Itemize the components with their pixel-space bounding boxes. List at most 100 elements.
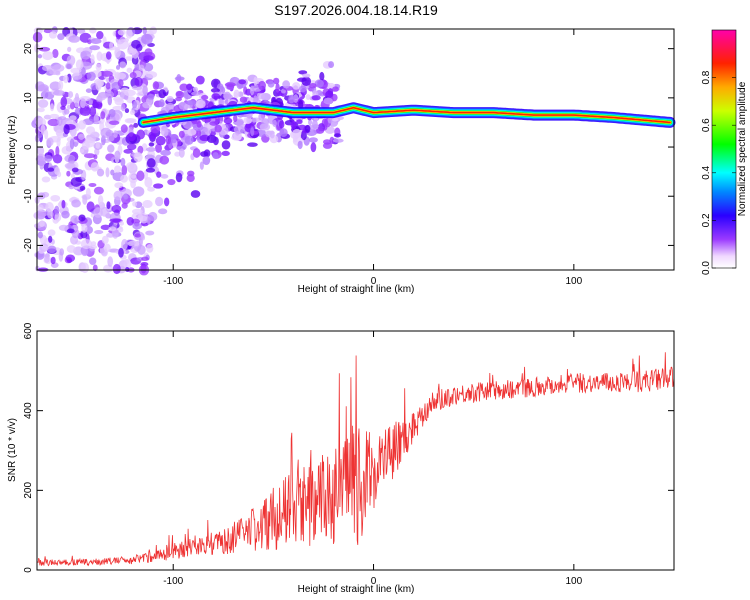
noise-blob xyxy=(86,71,96,81)
noise-blob xyxy=(40,124,46,136)
y-tick-label: -10 xyxy=(23,189,34,204)
noise-blob xyxy=(315,128,325,134)
noise-blob xyxy=(259,123,271,131)
noise-blob xyxy=(60,96,68,108)
noise-blob xyxy=(298,70,308,75)
y-tick-label: 400 xyxy=(23,402,34,419)
noise-blob xyxy=(66,63,72,69)
noise-blob xyxy=(292,82,301,90)
noise-blob xyxy=(311,95,321,101)
noise-blob xyxy=(41,176,51,183)
noise-blob xyxy=(278,120,285,129)
noise-blob xyxy=(123,94,129,101)
noise-blob xyxy=(49,113,60,119)
noise-blob xyxy=(114,150,121,162)
noise-blob xyxy=(138,64,145,71)
noise-blob xyxy=(97,195,104,206)
noise-blob xyxy=(145,147,157,152)
y-tick-label: 200 xyxy=(23,482,34,499)
noise-blob xyxy=(44,154,53,162)
noise-blob xyxy=(81,140,90,150)
noise-blob xyxy=(54,205,60,215)
noise-blob xyxy=(164,197,170,207)
noise-blob xyxy=(171,138,177,144)
noise-blob xyxy=(243,116,253,125)
noise-blob xyxy=(105,129,114,137)
noise-blob xyxy=(142,200,153,209)
noise-blob xyxy=(275,83,280,93)
ridge-layer xyxy=(142,106,671,124)
noise-blob xyxy=(147,186,155,192)
noise-blob xyxy=(234,118,244,127)
noise-blob xyxy=(42,64,54,72)
noise-blob xyxy=(150,125,161,134)
noise-blob xyxy=(37,99,49,108)
noise-blob xyxy=(59,248,65,256)
noise-blob xyxy=(47,167,55,172)
noise-blob xyxy=(43,28,53,34)
colorbar-tick-label: 0.8 xyxy=(701,70,712,84)
noise-blob xyxy=(214,124,222,133)
noise-blob xyxy=(110,169,115,176)
noise-blob xyxy=(137,244,146,255)
noise-blob xyxy=(223,117,233,124)
noise-blob xyxy=(88,99,93,106)
colorbar-tick-label: 0.0 xyxy=(701,261,712,275)
noise-blob xyxy=(307,119,313,126)
noise-blob xyxy=(233,125,245,134)
noise-blob xyxy=(90,54,95,64)
noise-blob xyxy=(153,183,164,189)
noise-blob xyxy=(137,145,144,155)
noise-blob xyxy=(96,30,104,40)
noise-blob xyxy=(131,39,141,49)
noise-blob xyxy=(112,105,124,111)
noise-blob xyxy=(305,94,311,101)
noise-blob xyxy=(121,164,128,176)
spectrogram-y-axis-label: Frequency (Hz) xyxy=(7,116,18,185)
x-tick-label: -100 xyxy=(163,576,183,587)
noise-blob xyxy=(247,142,258,147)
noise-blob xyxy=(322,139,332,145)
noise-blob xyxy=(146,158,156,168)
noise-blob xyxy=(68,35,81,43)
noise-blob xyxy=(210,88,221,93)
noise-blob xyxy=(192,86,198,92)
noise-blob xyxy=(272,119,277,127)
noise-blob xyxy=(49,81,62,91)
noise-blob xyxy=(83,153,96,159)
noise-blob xyxy=(226,83,235,90)
noise-blob xyxy=(52,48,59,59)
noise-blob xyxy=(160,174,169,179)
noise-blob xyxy=(195,99,206,109)
noise-blob xyxy=(63,74,69,84)
noise-blob xyxy=(132,100,138,109)
noise-blob xyxy=(143,170,149,180)
noise-blob xyxy=(192,148,201,158)
noise-blob xyxy=(66,104,71,110)
noise-blob xyxy=(50,256,56,265)
noise-blob xyxy=(107,95,113,106)
noise-blob xyxy=(46,137,54,147)
noise-blob xyxy=(152,81,160,90)
noise-blob xyxy=(80,98,86,109)
noise-blob xyxy=(122,193,129,200)
noise-blob xyxy=(195,75,205,85)
noise-blob xyxy=(139,215,149,224)
noise-blob xyxy=(100,224,111,231)
noise-blob xyxy=(36,209,47,220)
noise-blob xyxy=(69,115,77,121)
noise-blob xyxy=(123,148,133,154)
noise-blob xyxy=(145,71,158,79)
noise-blob xyxy=(92,101,103,109)
frequency-ridge xyxy=(137,102,676,128)
noise-blob xyxy=(147,93,155,100)
noise-blob xyxy=(190,190,201,198)
noise-blob xyxy=(179,83,189,92)
noise-blob xyxy=(37,146,45,156)
noise-blob xyxy=(71,72,83,80)
noise-blob xyxy=(279,128,288,138)
noise-blob xyxy=(66,228,75,234)
noise-blob xyxy=(154,143,162,153)
x-tick-label: 100 xyxy=(565,276,582,287)
